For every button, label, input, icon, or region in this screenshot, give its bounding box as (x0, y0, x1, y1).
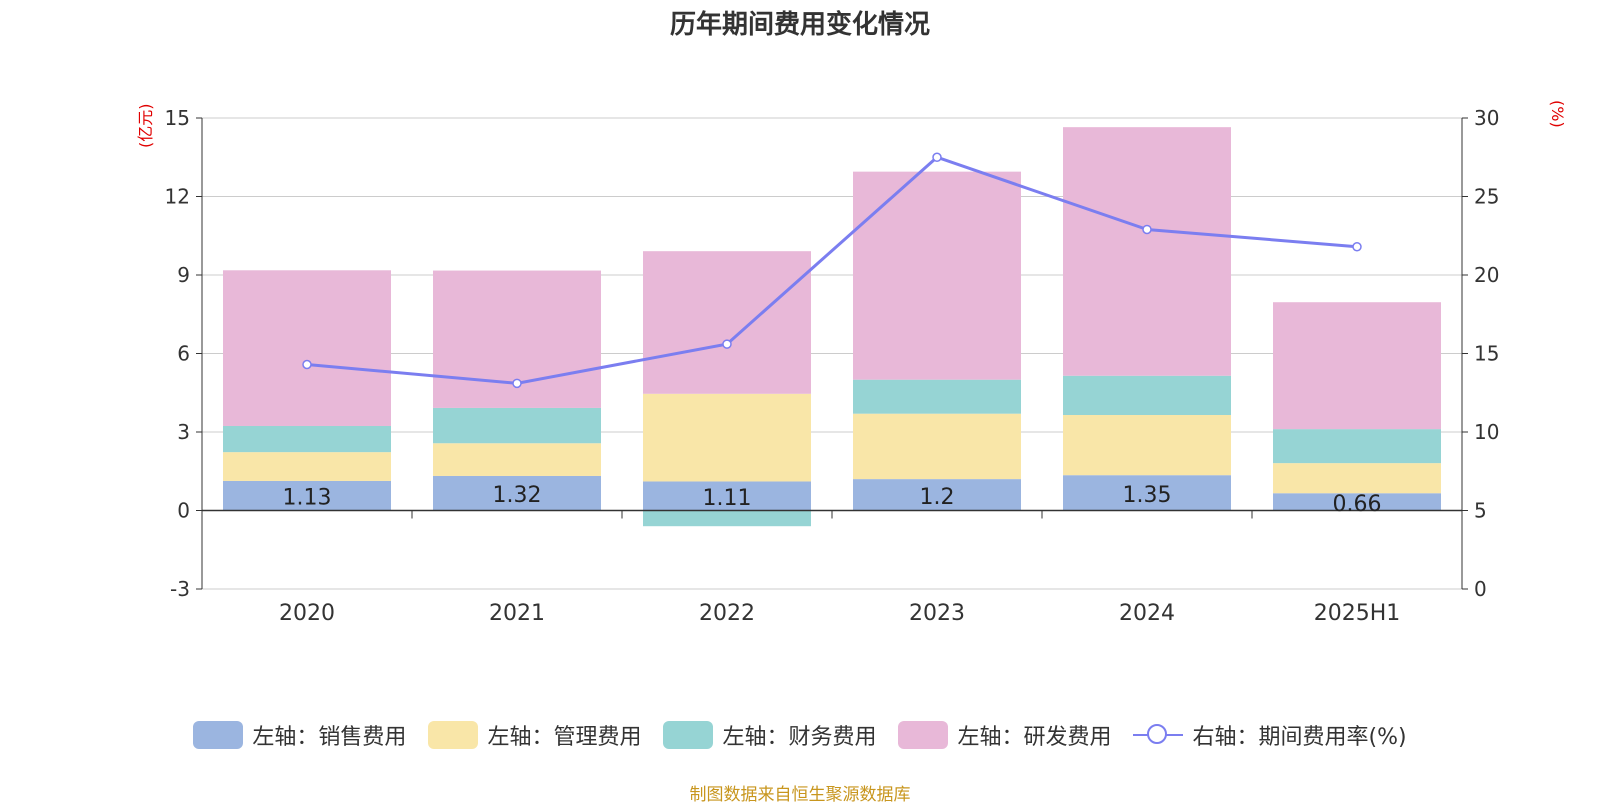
left-axis-tick-label: 9 (177, 263, 190, 287)
bar-segment (853, 413, 1021, 480)
right-axis-tick-label: 5 (1474, 499, 1487, 523)
data-label: 1.35 (1123, 483, 1172, 508)
left-axis-tick-label: 12 (165, 185, 190, 209)
category-label: 2021 (489, 601, 545, 626)
right-axis-tick-label: 25 (1474, 185, 1499, 209)
right-axis-tick-label: 20 (1474, 263, 1499, 287)
source-note: 制图数据来自恒生聚源数据库 (689, 785, 911, 805)
right-axis-tick-label: 30 (1474, 106, 1499, 130)
legend-label: 右轴：期间费用率(%) (1192, 725, 1407, 750)
bar-segment (643, 510, 811, 527)
bar-segment (1063, 375, 1231, 415)
data-label: 1.2 (920, 485, 955, 510)
data-label: 0.66 (1333, 492, 1382, 517)
bar-segment (223, 480, 391, 511)
bar-segment (1063, 414, 1231, 476)
rate-point (722, 339, 732, 349)
legend-item[interactable]: 左轴：销售费用 (193, 719, 406, 751)
legend-swatch (898, 721, 949, 749)
data-label: 1.11 (703, 486, 752, 511)
line-series (302, 152, 1362, 389)
legend-swatch (428, 721, 479, 749)
left-axis-tick-label: 15 (165, 106, 190, 130)
bar-segment (1273, 493, 1441, 511)
bar-segment (1273, 463, 1441, 494)
right-axis-tick-label: 0 (1474, 577, 1487, 601)
legend-label: 左轴：管理费用 (487, 725, 642, 750)
legend-item[interactable]: 左轴：管理费用 (428, 719, 641, 751)
left-axis-tick-label: 3 (177, 420, 190, 444)
legend-item[interactable]: 左轴：财务费用 (663, 719, 876, 751)
legend-label: 左轴：研发费用 (957, 725, 1112, 750)
category-label: 2025H1 (1314, 601, 1401, 626)
bar-segment (853, 171, 1021, 380)
category-label: 2023 (909, 601, 965, 626)
legend: 左轴：销售费用 左轴：管理费用 左轴：财务费用 左轴：研发费用 右轴：期间费用率(%) (0, 720, 1600, 750)
category-label: 2024 (1119, 601, 1175, 626)
bar-segment (433, 443, 601, 476)
rate-point (1352, 241, 1362, 252)
data-labels: 1.13 1.32 1.11 1.2 1.35 0.66 (283, 483, 1382, 517)
bar-segment (1063, 475, 1231, 511)
bar-segment (643, 251, 811, 394)
bar-segment (223, 425, 391, 453)
left-axis-tick-label: 0 (177, 499, 190, 523)
right-axis-tick-label: 10 (1474, 420, 1499, 444)
axes: -3 0 3 6 9 12 15 0 5 10 15 20 25 30 2020 2021 2022 2023 20… (165, 106, 1500, 626)
right-axis-tick-label: 15 (1474, 342, 1499, 366)
legend-swatch (663, 721, 714, 749)
bar-segment (433, 407, 601, 444)
rate-point (512, 378, 522, 389)
bar-segment (1273, 429, 1441, 464)
left-axis-tick-label: -3 (170, 577, 190, 601)
legend-label: 左轴：销售费用 (252, 725, 407, 750)
rate-point (302, 359, 312, 370)
bar-series (223, 127, 1441, 527)
legend-label: 左轴：财务费用 (722, 725, 877, 750)
bar-segment (1273, 302, 1441, 430)
combo-chart: -3 0 3 6 9 12 15 0 5 10 15 20 25 30 2020 2021 2022 2023 20… (165, 106, 1500, 626)
bar-segment (853, 479, 1021, 511)
rate-line (306, 155, 1358, 385)
rate-point (932, 152, 942, 162)
data-label: 1.13 (283, 486, 332, 511)
bar-segment (643, 481, 811, 511)
left-axis-tick-label: 6 (177, 342, 190, 366)
data-label: 1.32 (493, 483, 542, 508)
bar-segment (643, 393, 811, 482)
bar-segment (853, 379, 1021, 414)
legend-swatch (193, 721, 244, 749)
rate-point (1142, 224, 1152, 235)
bar-segment (1063, 127, 1231, 376)
legend-item[interactable]: 左轴：研发费用 (898, 719, 1111, 751)
chart-title: 历年期间费用变化情况 (669, 10, 930, 40)
bar-segment (223, 270, 391, 426)
category-label: 2020 (279, 601, 335, 626)
legend-item[interactable]: 右轴：期间费用率(%) (1133, 719, 1407, 751)
category-label: 2022 (699, 601, 755, 626)
bar-segment (433, 475, 601, 511)
legend-swatch (1133, 721, 1184, 749)
bar-segment (223, 452, 391, 481)
